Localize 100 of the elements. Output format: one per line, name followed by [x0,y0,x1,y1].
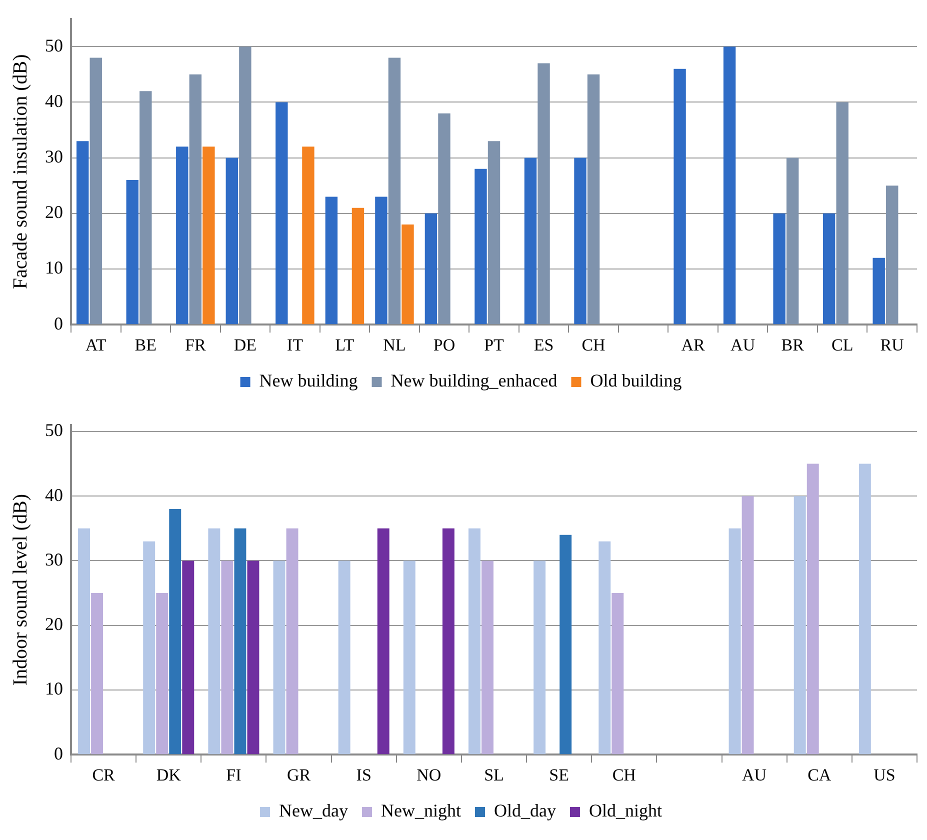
bar [302,146,314,324]
bar [574,158,586,324]
bar [375,196,388,324]
legend-label: Old building [590,370,682,391]
bar [140,91,152,324]
x-tick-label: SE [549,765,569,784]
y-axis-title: Indoor sound level (dB) [9,494,32,686]
bar [286,528,298,754]
y-tick-label: 40 [45,484,63,505]
y-axis-title: Facade sound insulation (dB) [9,54,32,290]
bar [723,46,736,324]
x-tick-label: LT [335,335,355,354]
bar [76,141,89,324]
bar [202,146,215,324]
bar [182,560,194,754]
x-tick-label: IT [286,335,304,354]
bar [169,509,182,754]
bar [728,528,741,754]
bar [402,224,414,324]
x-tick-label: AU [730,335,756,354]
x-tick-label: NO [416,765,442,784]
bar [482,560,494,754]
bar [886,186,898,324]
x-tick-label: PO [433,335,456,354]
bar [176,146,188,324]
bar [524,158,537,324]
bar [325,196,338,324]
x-tick-label: FR [185,335,206,354]
bar [352,208,364,324]
bar [742,496,754,754]
bar [822,213,836,324]
legend-label: New building_enhaced [390,370,558,391]
bar [143,541,156,754]
y-tick-label: 20 [45,614,63,634]
y-tick-label: 0 [54,743,63,764]
legend-label: New_night [381,800,461,821]
x-tick-label: AT [85,335,107,354]
bar [786,158,799,324]
bar [773,213,786,324]
x-tick-label: PT [484,335,505,354]
bar [468,528,480,754]
bar [78,528,90,754]
legend-label: New_day [279,800,348,821]
y-tick-label: 50 [45,35,63,56]
x-tick-label: IS [356,765,372,784]
bar [424,213,438,324]
bar [388,58,401,324]
bar [221,560,234,754]
x-tick-label: NL [383,335,406,354]
bar [587,74,600,324]
bar [276,102,288,324]
bar [806,464,819,754]
bar [612,593,624,754]
x-tick-label: CL [831,335,854,354]
y-tick-label: 50 [45,420,63,440]
y-tick-label: 10 [45,258,63,278]
y-tick-label: 0 [54,313,63,334]
y-tick-label: 20 [45,202,63,222]
legend-label: Old_day [494,800,556,821]
x-tick-label: CA [808,765,832,784]
x-tick-label: AU [742,765,767,784]
bar [534,560,546,754]
x-tick-label: CH [612,765,636,784]
bar [794,496,806,754]
bar [234,528,246,754]
x-tick-label: SL [484,765,504,784]
bar [474,168,487,324]
bar [403,560,416,754]
x-tick-label: BR [781,335,805,354]
bar [338,560,350,754]
bar [273,560,286,754]
x-tick-label: DK [156,765,182,784]
bar [872,258,885,324]
bar [488,141,500,324]
legend-label: Old_night [588,800,662,821]
bar [126,180,138,324]
x-tick-label: US [874,765,896,784]
legend-label: New building [259,370,358,391]
x-tick-label: RU [880,335,904,354]
bar [90,58,102,324]
bar [189,74,202,324]
y-tick-label: 30 [45,549,63,570]
bar [674,68,686,324]
bar [156,593,168,754]
bar [247,560,260,754]
bar [442,528,454,754]
x-tick-label: FI [226,765,242,784]
bar [208,528,220,754]
x-tick-label: DE [234,335,257,354]
y-tick-label: 30 [45,146,63,167]
y-tick-label: 10 [45,678,63,699]
bar [560,534,572,754]
bar [538,63,550,324]
x-tick-label: GR [286,765,312,784]
x-tick-label: AR [681,335,706,354]
bar [858,464,871,754]
y-tick-label: 40 [45,90,63,111]
x-tick-label: BE [134,335,157,354]
x-tick-label: CH [582,335,606,354]
bar [91,593,104,754]
